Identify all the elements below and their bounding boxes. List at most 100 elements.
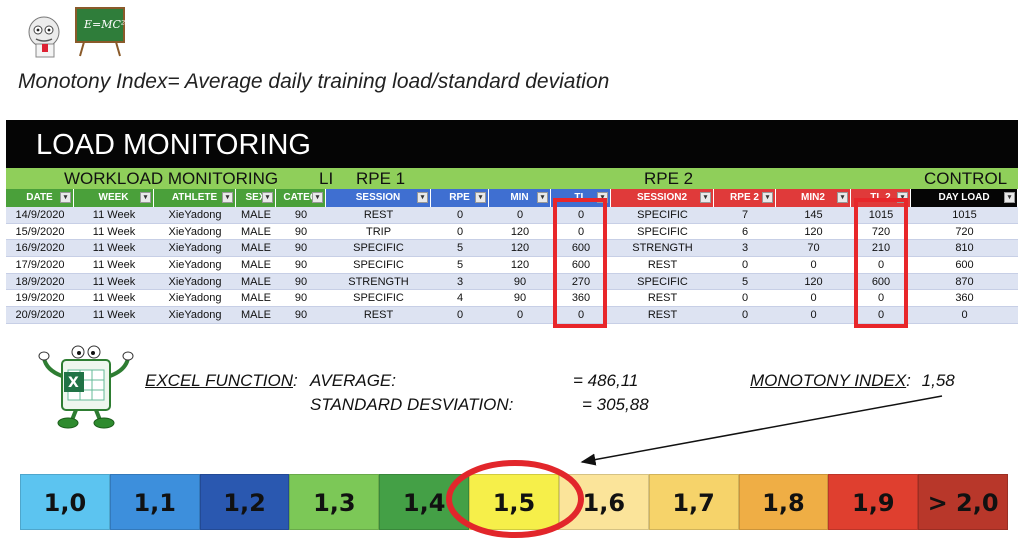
band-workload: WORKLOAD MONITORING [64, 169, 279, 188]
header-label: TL [574, 192, 587, 203]
table-cell: 120 [510, 242, 530, 255]
table-cell: 0 [577, 225, 585, 238]
header-rpe-2: RPE 2 ▾ [714, 189, 776, 207]
table-cell: 17/9/2020 [15, 259, 65, 272]
table-cell: XieYadong [168, 275, 222, 288]
scale-box: 1,3 [289, 474, 380, 530]
table-cell: XieYadong [168, 259, 222, 272]
filter-dropdown-icon[interactable]: ▾ [262, 192, 273, 203]
table-cell: XieYadong [168, 292, 222, 305]
table-cell: 1015 [868, 209, 894, 221]
table-cell: 5 [456, 242, 464, 255]
table-cell: 0 [810, 292, 817, 305]
table-cell: SPECIFIC [353, 242, 404, 255]
filter-dropdown-icon[interactable]: ▾ [597, 192, 608, 203]
table-cell: 15/9/2020 [15, 225, 65, 238]
filter-dropdown-icon[interactable]: ▾ [897, 192, 908, 203]
table-cell: SPECIFIC [637, 225, 688, 238]
header-label: DATE [26, 192, 53, 203]
table-cell: 1015 [952, 209, 977, 221]
header-label: SESSION [355, 192, 401, 203]
table-cell: XieYadong [168, 225, 222, 238]
table-cell: 19/9/2020 [15, 292, 65, 305]
table-row: 18/9/2020 11 Week XieYadong MALE 90 STRENGTH 3… [6, 273, 1018, 291]
table-row: 16/9/2020 11 Week XieYadong MALE 90 SPECIFIC 5… [6, 240, 1018, 258]
table-cell: 600 [571, 242, 591, 255]
filter-dropdown-icon[interactable]: ▾ [537, 192, 548, 203]
column-headers: DATE ▾ WEEK ▾ ATHLETE ▾ SEX ▾ CATEG ▾ SESSION ▾ RPE ▾… [6, 189, 1018, 207]
table-cell: 0 [810, 309, 817, 322]
table-cell: 600 [955, 259, 974, 272]
table-cell: 3 [456, 275, 464, 288]
header-label: RPE [449, 192, 470, 203]
table-cell: 11 Week [92, 292, 136, 305]
monotony-value: 1,58 [921, 371, 955, 390]
table-cell: 0 [577, 309, 585, 322]
header-label: DAY LOAD [938, 192, 990, 203]
professor-chalkboard-icon: E=MC² [28, 7, 125, 58]
scale-box: 1,5 [469, 474, 559, 530]
filter-dropdown-icon[interactable]: ▾ [700, 192, 711, 203]
table-cell: 90 [294, 275, 308, 288]
table-cell: 0 [577, 209, 585, 221]
table-cell: XieYadong [168, 242, 222, 255]
header-label: RPE 2 [730, 192, 759, 203]
table-cell: 145 [804, 209, 823, 221]
header-session2: SESSION2 ▾ [611, 189, 714, 207]
filter-dropdown-icon[interactable]: ▾ [762, 192, 773, 203]
table-cell: 0 [877, 309, 885, 322]
table-cell: 0 [456, 309, 464, 322]
filter-dropdown-icon[interactable]: ▾ [475, 192, 486, 203]
table-cell: REST [647, 292, 678, 305]
average-label: AVERAGE: [310, 371, 396, 390]
filter-dropdown-icon[interactable]: ▾ [417, 192, 428, 203]
header-categ: CATEG ▾ [276, 189, 326, 207]
excel-function-colon: : [293, 371, 298, 390]
tl-highlight-box [553, 198, 607, 328]
formula-text: Monotony Index= Average daily training l… [18, 70, 610, 93]
table-cell: 20/9/2020 [15, 309, 65, 322]
table-cell: 90 [513, 292, 527, 305]
load-monitoring-sheet: LOAD MONITORING WORKLOAD MONITORING LI R… [6, 120, 1018, 328]
table-cell: REST [647, 259, 678, 272]
filter-dropdown-icon[interactable]: ▾ [1004, 192, 1015, 203]
scale-box: 1,8 [738, 474, 829, 530]
pointer-arrow [580, 395, 943, 466]
table-cell: MALE [241, 309, 271, 322]
table-cell: 0 [741, 259, 749, 272]
table-cell: SPECIFIC [637, 275, 688, 288]
table-cell: 810 [955, 242, 974, 255]
band-rpe1: RPE 1 [356, 169, 406, 188]
header-min2: MIN2 ▾ [776, 189, 851, 207]
table-cell: 7 [741, 209, 749, 221]
table-cell: 5 [741, 275, 749, 288]
table-cell: 3 [741, 242, 749, 255]
table-cell: XieYadong [168, 309, 222, 322]
highlight-ellipse [446, 460, 584, 538]
table-cell: 600 [571, 259, 591, 272]
table-cell: 0 [516, 209, 524, 221]
table-cell: 11 Week [92, 259, 136, 272]
scale-box: 1,6 [558, 474, 649, 530]
filter-dropdown-icon[interactable]: ▾ [140, 192, 151, 203]
average-value: = 486,11 [573, 371, 639, 390]
filter-dropdown-icon[interactable]: ▾ [222, 192, 233, 203]
scale-box: 1,2 [199, 474, 290, 530]
table-cell: 11 Week [92, 209, 136, 221]
table-row: 14/9/2020 11 Week XieYadong MALE 90 REST 0 0 0 SP… [6, 207, 1018, 224]
table-cell: 90 [294, 292, 308, 305]
table-cell: 16/9/2020 [15, 242, 65, 255]
band-li: LI [319, 169, 334, 188]
filter-dropdown-icon[interactable]: ▾ [837, 192, 848, 203]
table-cell: REST [363, 309, 394, 322]
sd-value: = 305,88 [582, 395, 649, 414]
table-cell: MALE [241, 209, 271, 221]
header-rpe: RPE ▾ [431, 189, 489, 207]
table-cell: 14/9/2020 [15, 209, 65, 221]
filter-dropdown-icon[interactable]: ▾ [60, 192, 71, 203]
table-cell: 0 [877, 292, 885, 305]
monotony-label: MONOTONY INDEX [750, 371, 907, 390]
table-cell: 0 [877, 259, 885, 272]
header-label: ATHLETE [171, 192, 218, 203]
filter-dropdown-icon[interactable]: ▾ [312, 192, 323, 203]
